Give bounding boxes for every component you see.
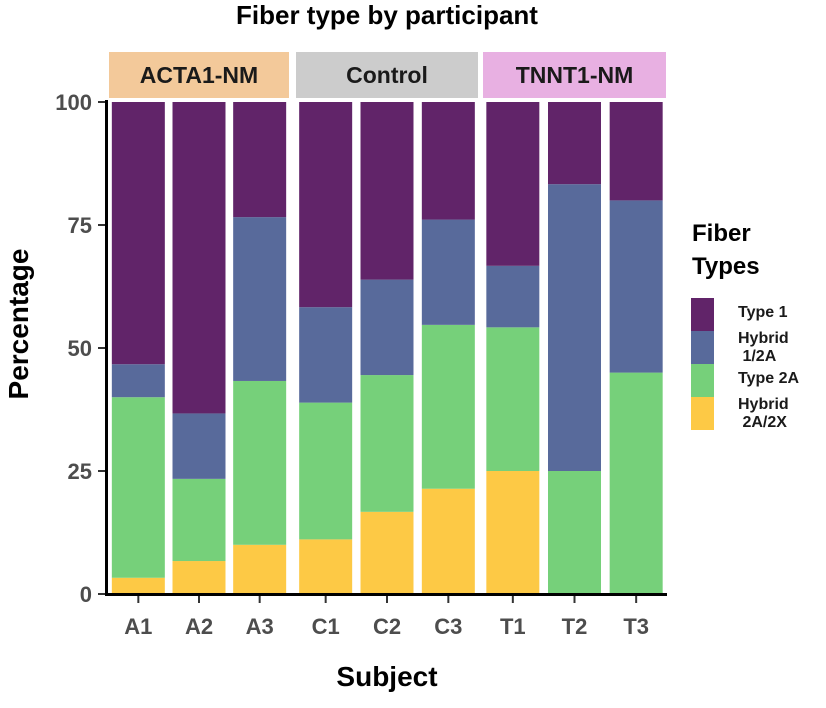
x-tick-label-a1: A1 xyxy=(124,614,152,639)
bar-a1-hybrid-2a-2x xyxy=(111,577,165,594)
legend: Fiber Types Type 1 Hybrid 1/2A Type 2A Hybr… xyxy=(691,220,800,431)
legend-label-type-1: Type 1 xyxy=(738,304,788,321)
x-tick-label-c1: C1 xyxy=(312,614,340,639)
bar-c3-type-2a xyxy=(421,324,475,489)
x-axis-title: Subject xyxy=(336,661,437,692)
bar-t1-type-1 xyxy=(486,102,540,266)
legend-title-line-1: Fiber xyxy=(692,220,751,247)
x-axis-ticks: A1 A2 A3 C1 C2 C3 T1 T2 T3 xyxy=(124,596,649,639)
bar-t2-hybrid-1-2a xyxy=(548,184,601,471)
legend-key-type-2a xyxy=(691,364,714,397)
bar-c1-type-2a xyxy=(299,402,353,540)
bar-c2-hybrid-1-2a xyxy=(360,279,414,376)
x-tick-label-a3: A3 xyxy=(246,614,274,639)
facet-strip-label-acta1-nm: ACTA1-NM xyxy=(140,62,258,88)
facet-strip-label-tnnt1-nm: TNNT1-NM xyxy=(516,62,634,88)
bar-a2-hybrid-1-2a xyxy=(172,413,226,479)
legend-key-type-1 xyxy=(691,298,714,331)
bar-c3-hybrid-2a-2x xyxy=(421,488,475,594)
facet-strip-label-control: Control xyxy=(346,62,428,88)
x-tick-label-t1: T1 xyxy=(500,614,526,639)
bar-a3-hybrid-2a-2x xyxy=(233,544,287,594)
bar-a1-hybrid-1-2a xyxy=(111,364,165,398)
x-tick-label-t3: T3 xyxy=(623,614,649,639)
legend-title-line-2: Types xyxy=(692,253,760,280)
bar-a3-type-2a xyxy=(233,380,287,545)
bar-t3-hybrid-1-2a xyxy=(609,200,663,373)
legend-key-hybrid-1-2a xyxy=(691,331,714,364)
y-tick-label-0: 0 xyxy=(80,582,92,607)
facet-strips: ACTA1-NM Control TNNT1-NM xyxy=(109,52,666,98)
legend-label-hybrid-1-2a-line-1: Hybrid xyxy=(738,330,789,347)
bar-c1-hybrid-2a-2x xyxy=(299,539,353,594)
y-tick-label-75: 75 xyxy=(68,213,92,238)
bar-a3-type-1 xyxy=(233,102,287,218)
bar-t1-hybrid-2a-2x xyxy=(486,471,540,594)
legend-label-type-2a: Type 2A xyxy=(738,370,800,387)
bar-a2-hybrid-2a-2x xyxy=(172,561,226,594)
bar-c1-hybrid-1-2a xyxy=(299,307,353,403)
facet-strip-tnnt1-nm xyxy=(483,52,666,98)
bar-t1-type-2a xyxy=(486,327,540,471)
facet-strip-control xyxy=(296,52,478,98)
y-tick-label-25: 25 xyxy=(68,459,92,484)
bar-t2-type-2a xyxy=(548,471,601,594)
bar-c2-type-1 xyxy=(360,102,414,280)
legend-label-hybrid-2a-2x-line-2: 2A/2X xyxy=(738,414,787,431)
bar-c3-hybrid-1-2a xyxy=(421,219,475,325)
legend-label-hybrid-2a-2x-line-1: Hybrid xyxy=(738,396,789,413)
y-axis-ticks: 0 25 50 75 100 xyxy=(55,90,105,607)
bar-t3-type-1 xyxy=(609,102,663,201)
bar-a2-type-2a xyxy=(172,478,226,562)
y-axis-title: Percentage xyxy=(3,249,34,400)
legend-key-hybrid-2a-2x xyxy=(691,397,714,430)
bar-a1-type-1 xyxy=(111,102,165,365)
x-tick-label-t2: T2 xyxy=(562,614,588,639)
chart-title: Fiber type by participant xyxy=(236,0,538,30)
bar-t3-type-2a xyxy=(609,372,663,594)
x-tick-label-c2: C2 xyxy=(373,614,401,639)
bar-c2-hybrid-2a-2x xyxy=(360,511,414,594)
bar-t1-hybrid-1-2a xyxy=(486,265,540,328)
facet-strip-acta1-nm xyxy=(109,52,289,98)
y-tick-label-50: 50 xyxy=(68,336,92,361)
x-tick-label-a2: A2 xyxy=(185,614,213,639)
bar-c2-type-2a xyxy=(360,375,414,512)
bar-a2-type-1 xyxy=(172,102,226,414)
bar-c1-type-1 xyxy=(299,102,353,308)
x-tick-label-c3: C3 xyxy=(434,614,462,639)
bar-c3-type-1 xyxy=(421,102,475,220)
legend-label-hybrid-1-2a-line-2: 1/2A xyxy=(738,348,777,365)
bar-a3-hybrid-1-2a xyxy=(233,217,287,381)
bar-t2-type-1 xyxy=(548,102,601,185)
bars xyxy=(111,102,663,594)
bar-a1-type-2a xyxy=(111,397,165,578)
legend-items: Type 1 Hybrid 1/2A Type 2A Hybrid 2A/2X xyxy=(691,298,800,431)
y-tick-label-100: 100 xyxy=(55,90,92,115)
